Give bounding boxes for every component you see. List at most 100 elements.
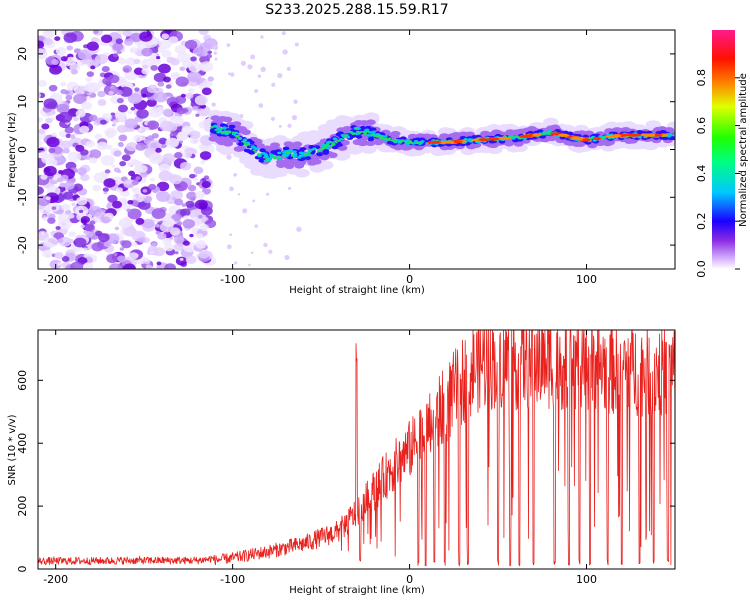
ridge-blob xyxy=(322,150,329,155)
noise-blob xyxy=(101,66,110,73)
noise-blob xyxy=(60,56,68,62)
noise-blob xyxy=(201,51,208,57)
noise-blob xyxy=(234,261,238,265)
snr-series-line xyxy=(38,330,675,567)
noise-blob xyxy=(148,107,163,118)
ridge-blob xyxy=(208,135,219,142)
noise-blob xyxy=(175,95,187,104)
noise-blob xyxy=(192,105,199,111)
ridge-blob xyxy=(512,129,523,136)
ridge-blob xyxy=(275,156,279,159)
noise-blob xyxy=(141,68,150,75)
noise-blob xyxy=(258,103,264,108)
bottom-axes-frame xyxy=(37,329,676,570)
noise-blob xyxy=(65,56,77,66)
colorbar-ticks: 0.0 0.2 0.4 0.6 0.8 xyxy=(695,69,740,278)
noise-blob xyxy=(252,199,256,203)
ridge-blob xyxy=(282,146,290,151)
noise-blob xyxy=(268,249,273,254)
noise-blob xyxy=(57,111,73,123)
noise-blob xyxy=(176,107,186,115)
noise-blob xyxy=(131,159,141,167)
noise-blob xyxy=(97,90,106,98)
ridge-blob xyxy=(246,143,251,146)
noise-blob xyxy=(63,181,75,190)
noise-blob xyxy=(180,208,191,217)
noise-blob xyxy=(80,149,89,156)
noise-blob xyxy=(112,53,119,58)
noise-blob xyxy=(145,264,153,269)
noise-blob xyxy=(237,192,241,196)
noise-blob xyxy=(143,257,150,263)
noise-blob xyxy=(63,32,78,43)
y-tick-label: 600 xyxy=(16,370,29,391)
noise-blob xyxy=(43,236,59,248)
noise-blob xyxy=(116,187,123,193)
ridge-blob xyxy=(348,134,356,139)
top-x-axis-label: Height of straight line (km) xyxy=(289,285,425,296)
ridge-blob xyxy=(471,135,478,139)
ridge-blob xyxy=(354,127,359,130)
noise-blob xyxy=(193,166,204,175)
noise-blob xyxy=(115,38,124,45)
noise-blob xyxy=(122,65,133,73)
noise-blob xyxy=(174,44,187,54)
noise-blob xyxy=(110,112,116,116)
noise-blob xyxy=(137,237,146,243)
chart-title: S233.2025.288.15.59.R17 xyxy=(265,2,448,18)
ridge-blob xyxy=(279,159,290,166)
ridge-blob xyxy=(379,137,383,140)
noise-blob xyxy=(132,191,146,203)
ridge-hotspot xyxy=(557,133,570,137)
noise-blob xyxy=(80,224,85,229)
noise-blob xyxy=(70,261,84,269)
ridge-blob xyxy=(332,137,338,140)
ridge-blob xyxy=(287,151,291,154)
ridge-blob xyxy=(228,124,236,129)
ridge-blob xyxy=(270,142,281,149)
noise-blob xyxy=(193,177,198,182)
noise-blob xyxy=(47,217,56,224)
ridge-blob xyxy=(223,140,234,147)
noise-blob xyxy=(73,117,79,122)
noise-blob xyxy=(157,46,166,53)
ridge-blob xyxy=(269,153,274,157)
ridge-blob xyxy=(290,154,294,157)
noise-blob xyxy=(180,93,186,98)
ridge-blob xyxy=(355,138,366,145)
ridge-blob xyxy=(351,133,355,135)
noise-blob xyxy=(146,135,155,141)
noise-blob xyxy=(51,132,57,137)
noise-blob xyxy=(108,263,123,269)
ridge-blob xyxy=(536,129,544,134)
noise-blob xyxy=(158,39,172,50)
noise-blob xyxy=(189,233,194,238)
noise-blob xyxy=(76,196,88,206)
ridge-blob xyxy=(277,151,282,155)
noise-blob xyxy=(291,115,298,121)
noise-blob xyxy=(88,205,103,217)
x-tick-label: 0 xyxy=(406,573,413,586)
noise-blob xyxy=(43,37,53,46)
colorbar-label: Normalized spectral amplitude xyxy=(738,73,749,227)
noise-blob xyxy=(62,147,70,154)
noise-blob xyxy=(214,57,218,61)
noise-blob xyxy=(101,34,113,44)
noise-blob xyxy=(179,66,186,71)
noise-blob xyxy=(229,233,233,237)
noise-blob xyxy=(118,221,125,226)
noise-blob xyxy=(226,43,231,47)
noise-blob xyxy=(133,67,144,76)
noise-blob xyxy=(183,240,190,246)
noise-blob xyxy=(135,217,145,225)
noise-blob xyxy=(121,240,132,249)
noise-blob xyxy=(85,140,96,148)
noise-blob xyxy=(169,174,183,185)
ridge-blob xyxy=(226,130,231,133)
noise-blob xyxy=(111,123,116,127)
noise-blob xyxy=(282,49,288,55)
noise-blob xyxy=(187,71,202,83)
colorbar-tick-label: 0.0 xyxy=(695,260,708,278)
ridge-blob xyxy=(370,134,374,136)
noise-blob xyxy=(189,130,201,140)
